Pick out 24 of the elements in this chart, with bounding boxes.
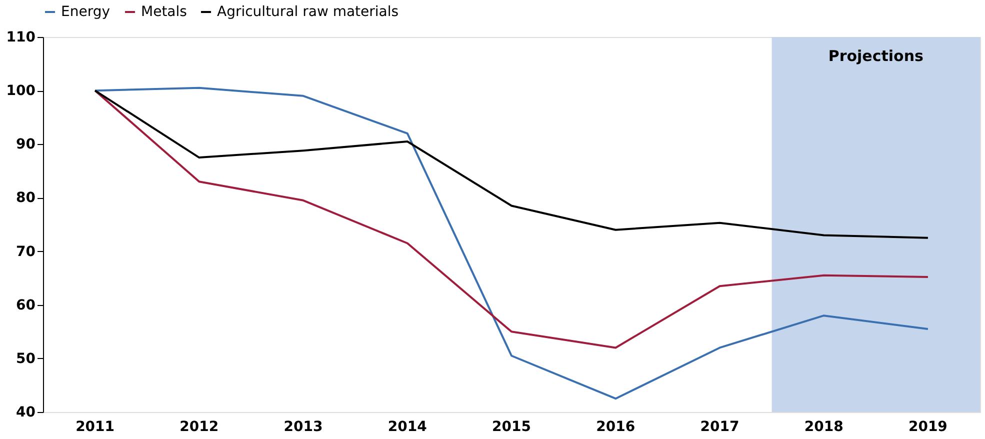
x-tick-label: 2014 bbox=[388, 419, 428, 435]
x-tick-label: 2011 bbox=[76, 419, 115, 435]
legend-label: Energy bbox=[61, 4, 110, 20]
y-tick-label: 90 bbox=[16, 136, 36, 153]
line-series bbox=[94, 86, 929, 400]
x-tick-label: 2017 bbox=[700, 419, 740, 435]
y-tick-label: 40 bbox=[16, 404, 36, 420]
y-tick-label: 80 bbox=[16, 190, 36, 206]
x-tick-label: 2019 bbox=[908, 419, 948, 435]
line-series bbox=[94, 90, 929, 349]
legend-label: Agricultural raw materials bbox=[217, 4, 399, 20]
line-series bbox=[94, 90, 929, 239]
x-tick-label: 2013 bbox=[284, 419, 323, 435]
x-tick-label: 2016 bbox=[596, 419, 636, 435]
y-tick-label: 60 bbox=[16, 297, 36, 314]
y-tick-label: 110 bbox=[6, 30, 36, 46]
y-tick-label: 100 bbox=[6, 83, 36, 100]
band-label: Projections bbox=[828, 47, 924, 65]
x-tick-label: 2012 bbox=[180, 419, 219, 435]
y-tick-label: 50 bbox=[16, 350, 36, 367]
legend-label: Metals bbox=[141, 4, 187, 20]
x-tick-label: 2018 bbox=[804, 419, 844, 435]
y-tick-label: 70 bbox=[16, 244, 36, 260]
x-tick-label: 2015 bbox=[492, 419, 531, 435]
